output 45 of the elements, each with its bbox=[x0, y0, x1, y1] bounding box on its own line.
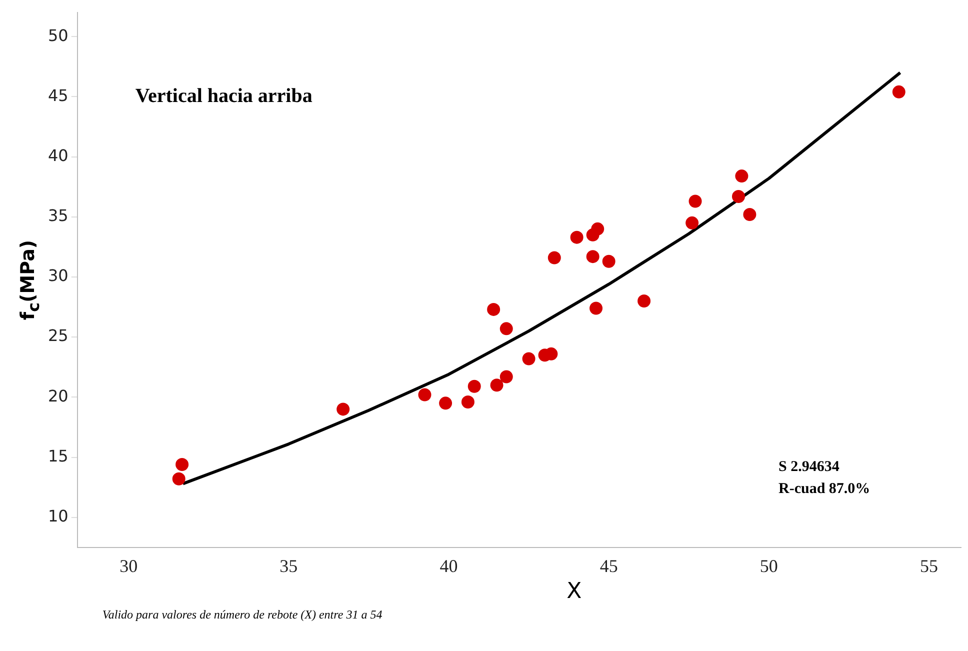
point bbox=[468, 380, 481, 393]
point bbox=[735, 170, 748, 183]
point bbox=[461, 395, 474, 408]
point bbox=[892, 85, 906, 98]
text: Vertical hacia arriba bbox=[135, 84, 312, 107]
y-tick-label: 25 bbox=[48, 326, 68, 346]
x-tick-label: 45 bbox=[600, 556, 618, 576]
y-tick-label: 20 bbox=[48, 386, 68, 406]
point bbox=[570, 230, 584, 244]
point bbox=[638, 294, 651, 308]
x-tick-label: 55 bbox=[920, 556, 938, 576]
point bbox=[688, 194, 702, 208]
text: Valido para valores de número de rebote (X) entre 31 a 54 bbox=[102, 608, 382, 622]
x-tick-label: 50 bbox=[760, 556, 778, 576]
point bbox=[176, 458, 189, 471]
point bbox=[500, 322, 513, 336]
point bbox=[590, 302, 603, 315]
y-tick-label: 10 bbox=[48, 506, 68, 526]
point bbox=[591, 222, 604, 236]
y-tick-label: 15 bbox=[48, 446, 68, 466]
y-tick-label: 35 bbox=[48, 206, 68, 226]
point bbox=[487, 302, 500, 316]
point bbox=[418, 388, 432, 402]
x-tick-label: 30 bbox=[120, 556, 138, 576]
point bbox=[172, 472, 186, 486]
y-tick-label: 50 bbox=[48, 26, 68, 45]
point bbox=[439, 396, 452, 410]
x-axis-title: X bbox=[566, 579, 582, 604]
x-tick-label: 35 bbox=[280, 556, 298, 576]
point bbox=[522, 352, 536, 366]
point bbox=[500, 370, 513, 384]
x-tick-label: 40 bbox=[440, 556, 458, 576]
point bbox=[602, 254, 616, 268]
point bbox=[732, 190, 745, 203]
point bbox=[686, 216, 699, 230]
point bbox=[548, 251, 561, 264]
annotation: R-cuad 87.0% bbox=[778, 480, 870, 497]
point bbox=[336, 402, 350, 416]
point bbox=[743, 208, 756, 221]
y-tick-label: 45 bbox=[48, 86, 68, 105]
point bbox=[586, 250, 600, 264]
y-tick-label: 40 bbox=[48, 146, 68, 165]
point bbox=[490, 378, 504, 392]
annotation: S 2.94634 bbox=[778, 458, 840, 475]
y-tick-label: 30 bbox=[48, 266, 68, 286]
